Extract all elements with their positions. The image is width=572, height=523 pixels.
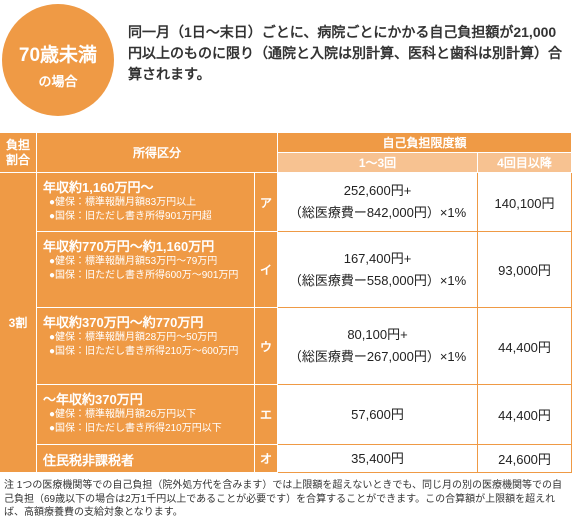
header-limit: 自己負担限度額 bbox=[278, 133, 572, 153]
category-letter: イ bbox=[255, 232, 279, 308]
limit-text: 57,600円 bbox=[351, 406, 404, 422]
category-letter: オ bbox=[255, 445, 279, 473]
income-detail: ●健保：標準報酬月額53万円〜79万円 bbox=[49, 256, 218, 267]
limit-text: 167,400円+ bbox=[343, 250, 412, 266]
table-row: 住民税非課税者 オ 35,400円 24,600円 bbox=[0, 445, 572, 473]
income-detail: ●国保：旧ただし書き所得901万円超 bbox=[49, 211, 212, 222]
footnote: 注 1つの医療機関等での自己負担（院外処方代を含みます）では上限額を超えないとき… bbox=[4, 480, 563, 518]
table-row: 年収約770万円〜約1,160万円 ●健保：標準報酬月額53万円〜79万円 ●国保：… bbox=[0, 232, 572, 308]
fourth-limit: 24,600円 bbox=[478, 445, 572, 473]
income-detail: ●国保：旧ただし書き所得210万〜600万円 bbox=[49, 346, 239, 357]
limit-cell: 80,100円+ （総医療費ー267,000円）×1% bbox=[278, 308, 479, 385]
limit-text: （総医療費ー558,000円）×1% bbox=[288, 272, 467, 288]
limit-cell: 252,600円+ （総医療費ー842,000円）×1% bbox=[278, 173, 479, 232]
limit-cell: 35,400円 bbox=[278, 445, 479, 473]
income-detail: ●健保：標準報酬月額28万円〜50万円 bbox=[49, 332, 218, 343]
rate-cell: 3割 bbox=[0, 173, 37, 473]
limit-text: （総医療費ー267,000円）×1% bbox=[288, 349, 467, 364]
category-letter: ウ bbox=[255, 308, 279, 385]
header-fourth: 4回目以降 bbox=[478, 153, 572, 173]
income-detail: ●健保：標準報酬月額26万円以下 bbox=[49, 409, 197, 420]
income-title: 年収約1,160万円〜 bbox=[43, 180, 154, 195]
income-title: 年収約370万円〜約770万円 bbox=[43, 315, 204, 330]
category-letter: エ bbox=[255, 385, 279, 445]
income-title: 年収約770万円〜約1,160万円 bbox=[43, 239, 215, 254]
income-detail: ●国保：旧ただし書き所得600万〜901万円 bbox=[49, 270, 239, 281]
fourth-limit: 44,400円 bbox=[478, 308, 572, 385]
header-income: 所得区分 bbox=[37, 133, 279, 173]
income-cell: 住民税非課税者 bbox=[37, 445, 255, 473]
table-row: 年収約370万円〜約770万円 ●健保：標準報酬月額28万円〜50万円 ●国保：旧た… bbox=[0, 308, 572, 385]
fourth-limit: 44,400円 bbox=[478, 385, 572, 445]
income-cell: 年収約770万円〜約1,160万円 ●健保：標準報酬月額53万円〜79万円 ●国保：… bbox=[37, 232, 255, 308]
header-row: 1〜3回 4回目以降 bbox=[0, 153, 572, 173]
badge: 70歳未満 の場合 bbox=[2, 4, 114, 116]
limit-text: （総医療費ー842,000円）×1% bbox=[288, 205, 467, 220]
header-row: 負担割合 所得区分 自己負担限度額 bbox=[0, 133, 572, 173]
limit-text: 252,600円+ bbox=[343, 183, 412, 198]
income-cell: 〜年収約370万円 ●健保：標準報酬月額26万円以下 ●国保：旧ただし書き所得210… bbox=[37, 385, 255, 445]
fourth-limit: 140,100円 bbox=[478, 173, 572, 232]
badge-subtitle: の場合 bbox=[38, 74, 78, 89]
limit-cell: 57,600円 bbox=[278, 385, 479, 445]
income-detail: ●健保：標準報酬月額83万円以上 bbox=[49, 197, 197, 208]
category-letter: ア bbox=[255, 173, 279, 232]
limit-text: 80,100円+ bbox=[347, 327, 408, 342]
income-detail: ●国保：旧ただし書き所得210万円以下 bbox=[49, 423, 222, 434]
table-body: 負担割合 所得区分 自己負担限度額 1〜3回 4回目以降 3割 年収約1,160万… bbox=[0, 133, 572, 473]
badge-title: 70歳未満 bbox=[18, 45, 98, 66]
limit-table: 負担割合 所得区分 自己負担限度額 1〜3回 4回目以降 3割 年収約1,160万… bbox=[0, 133, 572, 473]
header-rate: 負担割合 bbox=[0, 133, 37, 173]
income-title: 〜年収約370万円 bbox=[43, 392, 143, 407]
intro-text: 同一月（1日〜末日）ごとに、病院ごとにかかる自己負担額が21,000円以上のもの… bbox=[128, 24, 562, 82]
table-row: 3割 年収約1,160万円〜 ●健保：標準報酬月額83万円以上 ●国保：旧ただし書き所… bbox=[0, 173, 572, 473]
table-row: 〜年収約370万円 ●健保：標準報酬月額26万円以下 ●国保：旧ただし書き所得210… bbox=[0, 385, 572, 445]
header-first: 1〜3回 bbox=[278, 153, 479, 173]
income-cell: 年収約370万円〜約770万円 ●健保：標準報酬月額28万円〜50万円 ●国保：旧た… bbox=[37, 308, 255, 385]
income-cell: 年収約1,160万円〜 ●健保：標準報酬月額83万円以上 ●国保：旧ただし書き所得9… bbox=[37, 173, 255, 232]
limit-cell: 167,400円+ （総医療費ー558,000円）×1% bbox=[278, 232, 479, 308]
income-title: 住民税非課税者 bbox=[43, 453, 135, 468]
fourth-limit: 93,000円 bbox=[478, 232, 572, 308]
limit-text: 35,400円 bbox=[351, 450, 404, 466]
